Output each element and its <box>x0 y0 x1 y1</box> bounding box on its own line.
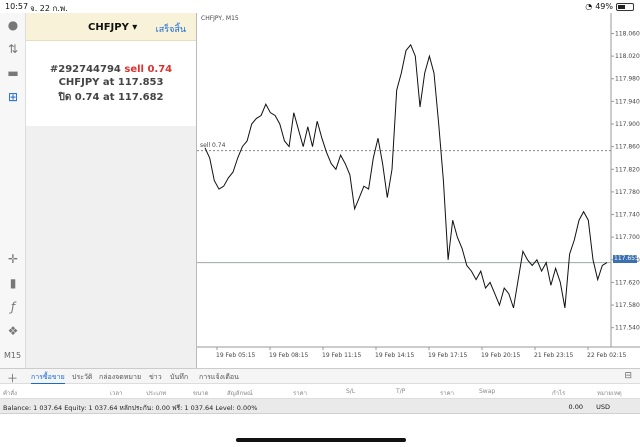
x-tick-label: 19 Feb 14:15 <box>375 352 415 359</box>
home-indicator <box>236 438 406 442</box>
chart-canvas[interactable]: 118.060 118.020 117.980 117.940 117.900 117.8… <box>197 13 640 368</box>
price-series-line <box>204 43 608 309</box>
balance-summary: Balance: 1 037.64 Equity: 1 037.64 หลักป… <box>3 404 258 412</box>
function-icon[interactable]: ƒ <box>10 300 16 314</box>
indicators-icon[interactable]: ▮ <box>9 276 17 290</box>
y-tick-label: 117.700 <box>615 234 640 241</box>
balance-row: Balance: 1 037.64 Equity: 1 037.64 หลักป… <box>0 399 640 414</box>
x-tick-label: 22 Feb 02:15 <box>587 352 627 359</box>
ticket-number: #292744794 <box>49 64 121 75</box>
price-chart[interactable]: CHFJPY, M15 118.060 118.020 117.980 117.940… <box>196 13 640 368</box>
col-size: ขนาด <box>193 390 209 397</box>
total-profit: 0.00 <box>568 403 583 411</box>
open-price: 117.853 <box>117 77 164 88</box>
order-header: CHFJPY ▾ เสร็จสิ้น <box>26 13 196 41</box>
y-tick-label: 117.780 <box>615 189 640 196</box>
col-symbol: สัญลักษณ์ <box>227 390 253 397</box>
y-tick-label: 117.580 <box>615 302 640 309</box>
layout-icon[interactable]: ⊟ <box>624 371 632 381</box>
objects-icon[interactable]: ❖ <box>7 324 19 338</box>
col-order: คำสั่ง <box>3 390 17 397</box>
done-button[interactable]: เสร็จสิ้น <box>155 25 186 35</box>
y-tick-label: 118.060 <box>615 30 640 37</box>
col-swap: Swap <box>479 388 496 395</box>
col-sl: S/L <box>346 388 356 395</box>
orders-table-header: คำสั่ง เวลา ประเภท ขนาด สัญลักษณ์ ราคา S… <box>0 384 640 399</box>
account-currency: USD <box>596 403 610 411</box>
status-bar: 10:57 จ. 22 ก.พ. ◔ 49% <box>0 0 640 13</box>
y-tick-label: 117.860 <box>615 144 640 151</box>
col-profit: กำไร <box>552 390 566 397</box>
left-empty-area <box>26 126 196 368</box>
col-tp: T/P <box>396 388 406 395</box>
y-tick-label: 117.940 <box>615 98 640 105</box>
sell-line-label: sell 0.74 <box>200 142 226 149</box>
status-date: จ. 22 ก.พ. <box>30 4 68 13</box>
tab-trade[interactable]: การซื้อขาย <box>31 372 65 384</box>
y-tick-label: 117.740 <box>615 212 640 219</box>
col-current-price: ราคา <box>440 390 454 397</box>
ticket-line: #292744794 sell 0.74 <box>26 64 196 75</box>
bottom-tabs: ＋ การซื้อขาย ประวัติ กล่องจดหมาย ข่าว บั… <box>0 368 640 385</box>
col-price: ราคา <box>293 390 307 397</box>
order-result-panel: #292744794 sell 0.74 CHFJPY at 117.853 ป… <box>26 41 196 126</box>
crosshair-icon[interactable]: ✛ <box>7 252 19 266</box>
trade-icon[interactable]: ⇅ <box>7 42 19 56</box>
y-tick-label: 117.540 <box>615 325 640 332</box>
status-right: ◔ 49% <box>585 2 634 11</box>
timeframe-button[interactable]: M15 <box>4 351 22 360</box>
x-tick-label: 19 Feb 08:15 <box>269 352 309 359</box>
tab-history[interactable]: ประวัติ <box>72 373 93 381</box>
col-time: เวลา <box>110 390 123 397</box>
sell-volume: sell 0.74 <box>124 64 173 75</box>
y-tick-label: 117.820 <box>615 166 640 173</box>
close-line: ปิด 0.74 at 117.682 <box>26 90 196 105</box>
y-tick-label: 117.980 <box>615 76 640 83</box>
current-price-tag: 117.655 <box>613 255 639 263</box>
left-toolbar: ● ⇅ ▬ ⊞ ✛ ▮ ƒ ❖ M15 <box>0 13 26 368</box>
y-tick-label: 117.620 <box>615 279 640 286</box>
status-time: 10:57 <box>5 2 29 11</box>
col-type: ประเภท <box>146 390 167 397</box>
x-tick-label: 19 Feb 20:15 <box>481 352 521 359</box>
x-tick-label: 19 Feb 05:15 <box>216 352 256 359</box>
close-price: 117.682 <box>117 92 164 103</box>
tab-journal[interactable]: บันทึก <box>170 373 189 381</box>
chat-icon[interactable]: ▬ <box>7 66 19 80</box>
battery-icon <box>616 2 634 11</box>
tab-mailbox[interactable]: กล่องจดหมาย <box>99 373 142 381</box>
open-price-line: CHFJPY at 117.853 <box>26 77 196 88</box>
open-price-prefix: CHFJPY at <box>58 77 115 88</box>
x-tick-label: 19 Feb 11:15 <box>322 352 362 359</box>
tab-alerts[interactable]: การแจ้งเตือน <box>199 373 239 381</box>
wifi-icon: ◔ <box>585 2 593 11</box>
tab-news[interactable]: ข่าว <box>149 373 162 381</box>
symbol-dropdown[interactable]: CHFJPY ▾ <box>88 22 138 33</box>
new-order-icon[interactable]: ⊞ <box>7 90 19 104</box>
y-tick-label: 118.020 <box>615 53 640 60</box>
add-icon[interactable]: ＋ <box>7 372 18 385</box>
y-tick-label: 117.900 <box>615 121 640 128</box>
close-prefix: ปิด 0.74 at <box>58 92 115 103</box>
battery-percent: 49% <box>595 2 613 11</box>
x-tick-label: 19 Feb 17:15 <box>428 352 468 359</box>
account-icon[interactable]: ● <box>7 18 19 32</box>
x-tick-label: 21 Feb 23:15 <box>534 352 574 359</box>
col-comment: หมายเหตุ <box>597 390 622 397</box>
chart-title: CHFJPY, M15 <box>201 15 239 22</box>
